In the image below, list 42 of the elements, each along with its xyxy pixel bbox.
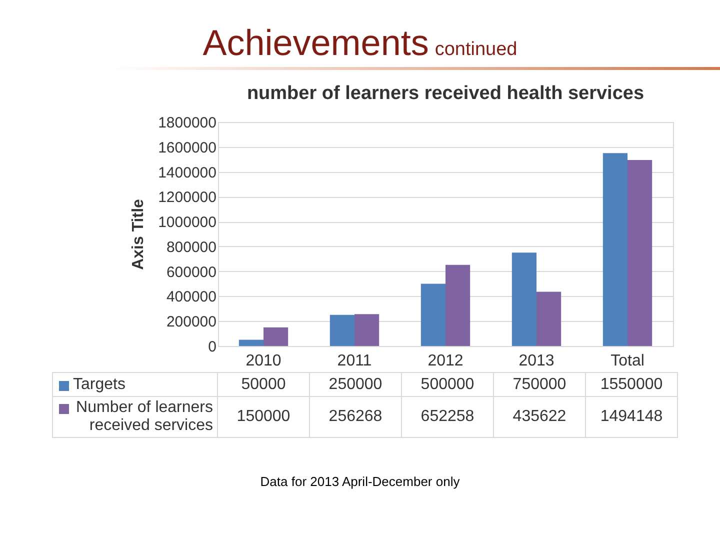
data-label: 256268 bbox=[310, 396, 402, 438]
data-label: 250000 bbox=[310, 372, 402, 396]
text: Achievements bbox=[202, 22, 429, 63]
bar bbox=[446, 264, 470, 346]
bar bbox=[354, 314, 380, 346]
x-tick-label: 2013 bbox=[518, 352, 554, 370]
data-label: 500000 bbox=[402, 372, 494, 396]
y-tick-label: 1600000 bbox=[158, 139, 216, 156]
data-label: 750000 bbox=[494, 372, 586, 396]
y-tick-label: 600000 bbox=[166, 264, 216, 281]
legend-label: Number of learners received services bbox=[75, 399, 213, 435]
x-tick-label: 2011 bbox=[337, 352, 372, 370]
x-tick-label: Total bbox=[610, 352, 644, 370]
y-tick-label: 1200000 bbox=[158, 189, 216, 206]
y-tick-label: 400000 bbox=[166, 288, 216, 306]
text: Data for 2013 April-December only bbox=[259, 474, 461, 489]
y-tick-label: 1800000 bbox=[158, 114, 216, 132]
data-label: 150000 bbox=[218, 396, 310, 438]
data-label: 50000 bbox=[218, 372, 310, 396]
data-label: 652258 bbox=[402, 396, 494, 438]
legend-label: Targets bbox=[73, 376, 126, 394]
y-tick-label: 1400000 bbox=[158, 164, 216, 182]
y-axis-title: Axis Title bbox=[130, 198, 148, 270]
x-tick-label: 2010 bbox=[246, 352, 282, 370]
y-tick-label: 1000000 bbox=[158, 214, 216, 232]
bar bbox=[238, 340, 264, 346]
bar bbox=[628, 160, 652, 346]
bar bbox=[536, 292, 562, 346]
bar bbox=[330, 314, 354, 346]
bar bbox=[602, 153, 628, 346]
data-label: 1550000 bbox=[586, 372, 678, 396]
y-tick-label: 0 bbox=[208, 338, 216, 356]
y-tick-label: 800000 bbox=[166, 238, 216, 256]
data-label: 435622 bbox=[494, 396, 586, 438]
bar bbox=[264, 327, 288, 346]
data-label: 1494148 bbox=[586, 396, 678, 438]
bar bbox=[512, 252, 536, 346]
y-tick-label: 200000 bbox=[166, 314, 216, 331]
text: continued bbox=[434, 39, 518, 60]
bar bbox=[420, 284, 446, 346]
chart-title: number of learners received health services bbox=[246, 83, 644, 104]
x-tick-label: 2012 bbox=[428, 352, 464, 370]
